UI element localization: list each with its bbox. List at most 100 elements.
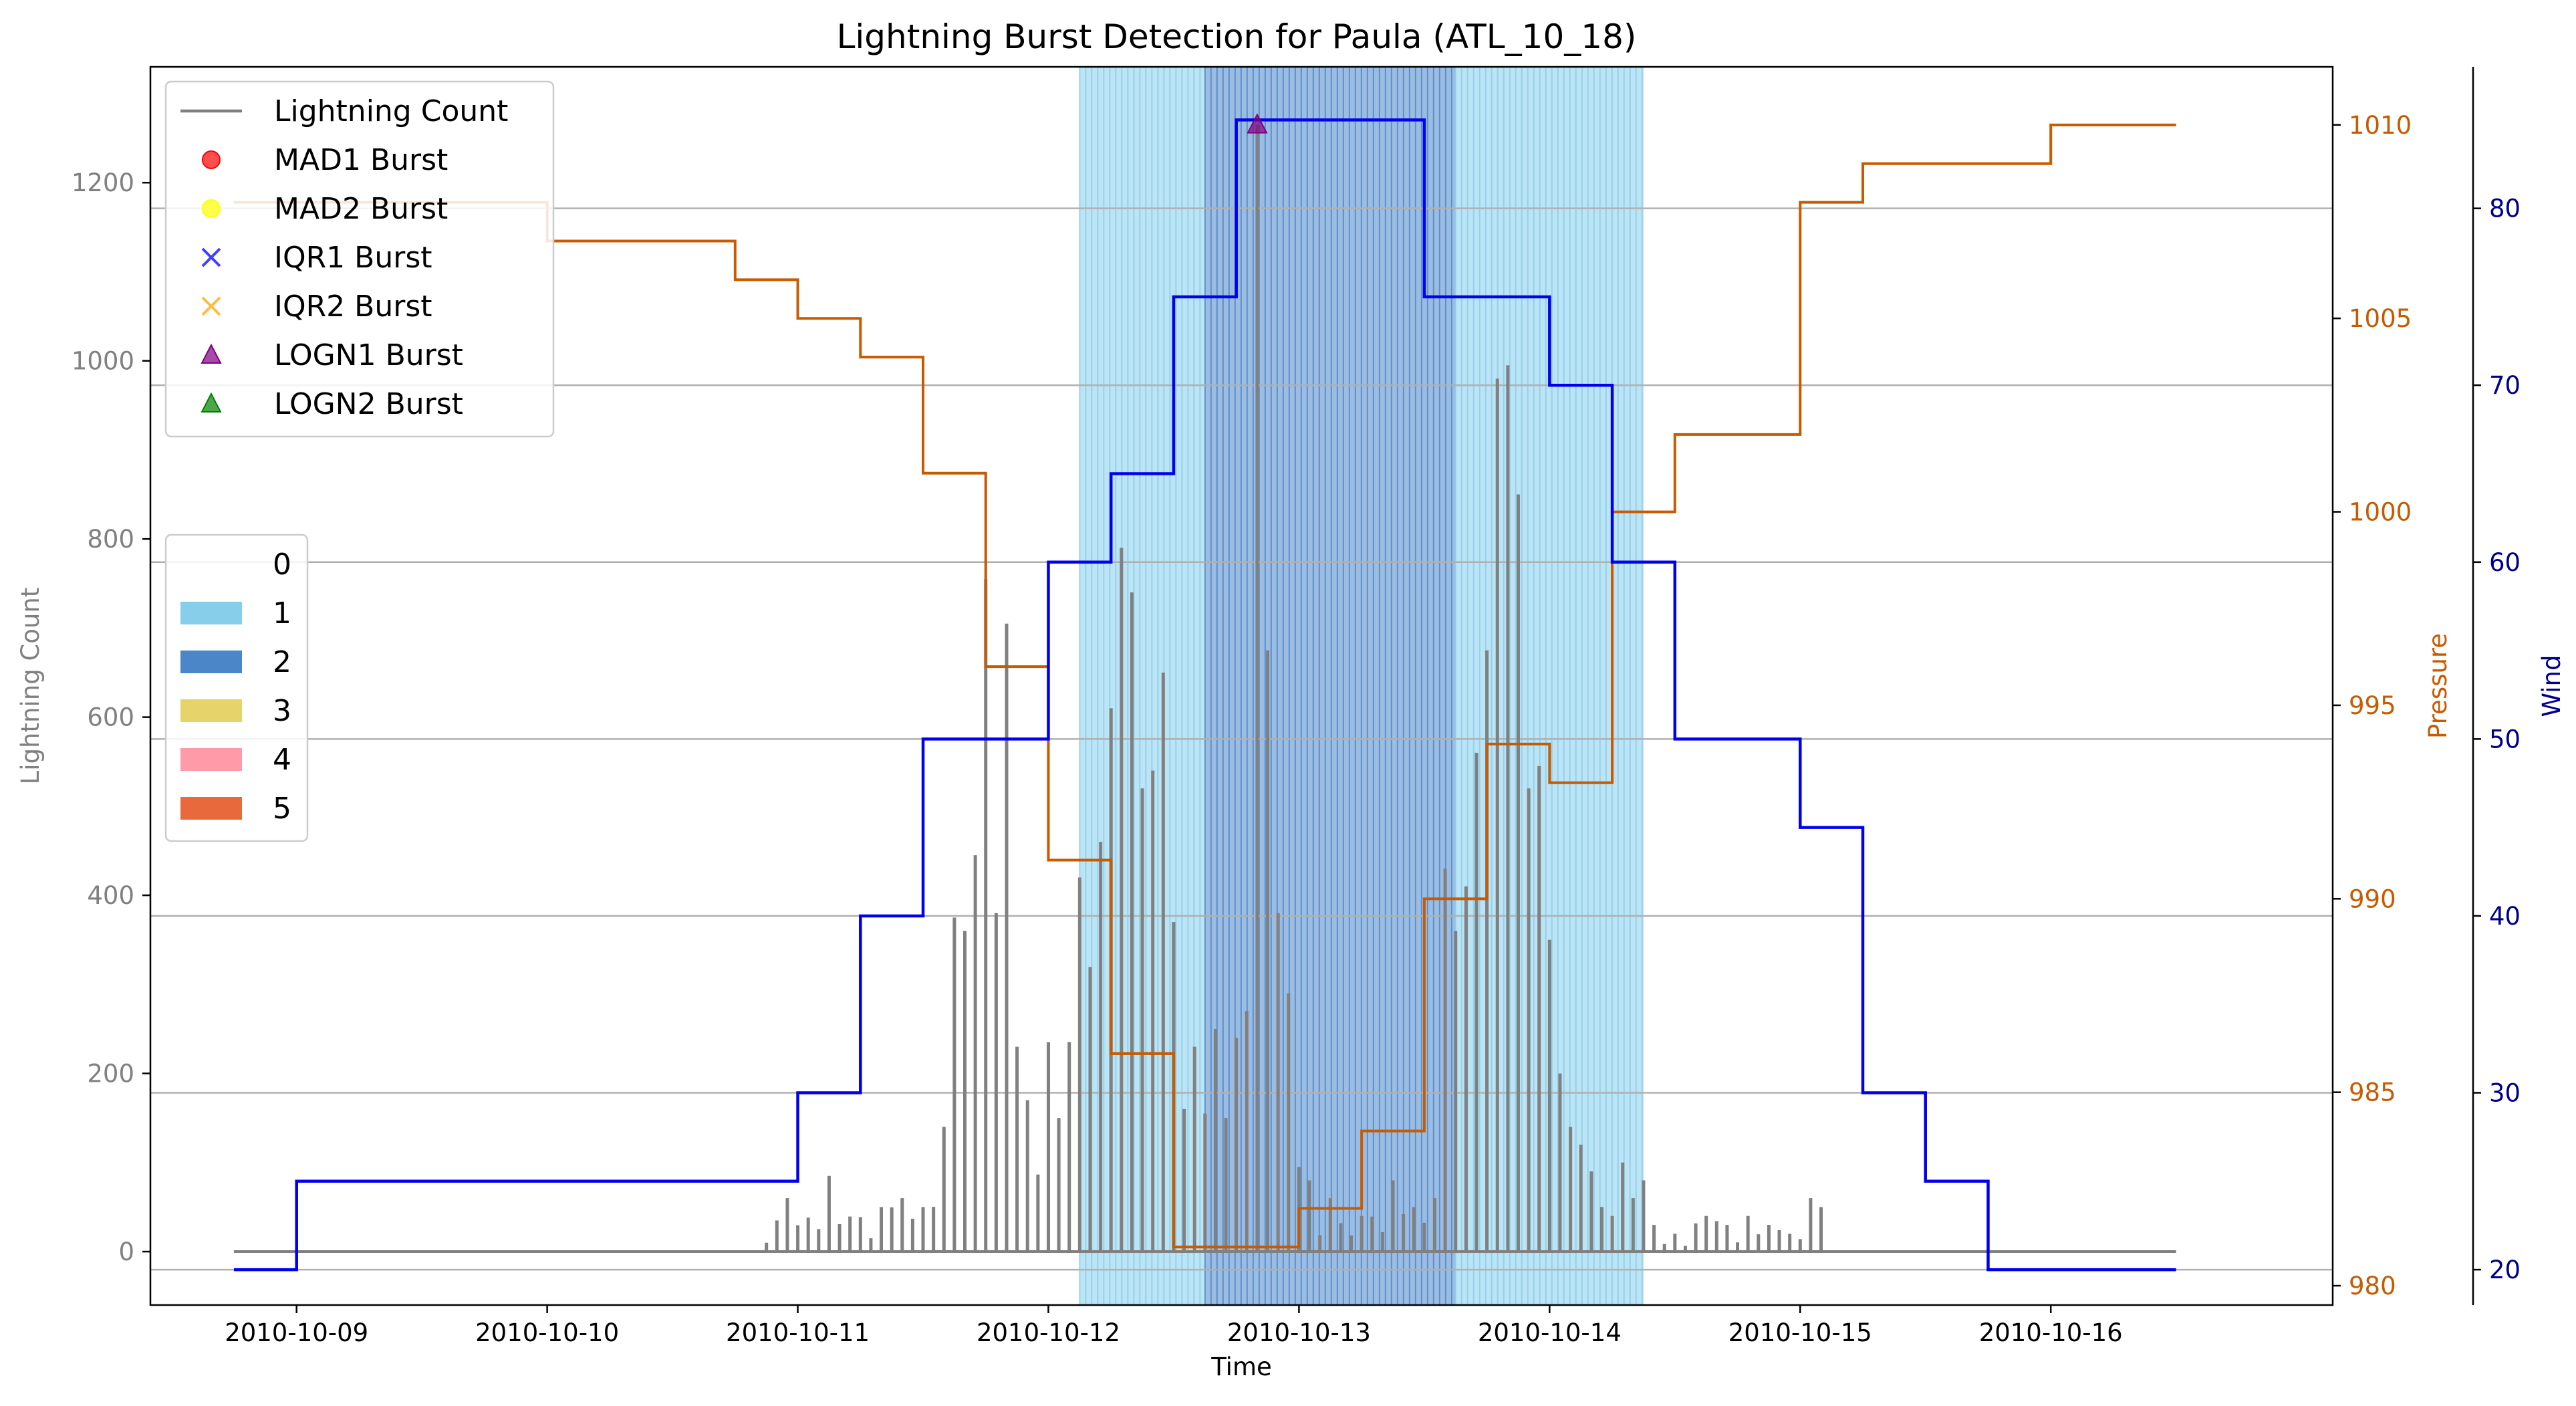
pressure-series-line: [233, 123, 2176, 1249]
legend-x-swatch: [201, 247, 221, 267]
lightning-bar: [1182, 1108, 1186, 1252]
lightning-bar: [1454, 931, 1458, 1252]
lightning-bar: [1203, 1113, 1207, 1252]
lightning-bar: [1579, 1145, 1583, 1252]
lightning-bar: [1224, 1118, 1228, 1252]
y-tick-label-left: 400: [87, 881, 134, 910]
lightning-bar: [806, 1217, 810, 1252]
y-tick-label-wind: 30: [2489, 1079, 2521, 1108]
lightning-bar: [1005, 623, 1009, 1252]
lightning-bar: [1683, 1246, 1687, 1252]
lightning-bar: [1380, 1232, 1384, 1252]
lightning-bar: [858, 1217, 862, 1252]
lightning-bar: [880, 1207, 884, 1252]
legend-category-label: 3: [273, 694, 291, 728]
lightning-bar: [1788, 1234, 1792, 1252]
lightning-bar: [1569, 1127, 1573, 1252]
y-tick-label-left: 800: [87, 525, 134, 554]
lightning-bar: [1464, 886, 1468, 1252]
lightning-bar: [1694, 1223, 1698, 1252]
lightning-bar: [1328, 1198, 1332, 1252]
lightning-bar: [1704, 1215, 1708, 1252]
y-tick-label-pressure: 990: [2349, 885, 2396, 913]
lightning-bar: [1767, 1225, 1771, 1252]
lightning-bar: [1036, 1174, 1040, 1252]
y-tick-label-pressure: 985: [2349, 1078, 2396, 1107]
lightning-bar: [1402, 1213, 1406, 1252]
legend-category-label: 1: [273, 596, 291, 630]
lightning-bar: [1088, 967, 1092, 1252]
x-tick-label: 2010-10-10: [475, 1318, 619, 1347]
lightning-bar: [785, 1198, 789, 1252]
legend-triangle-swatch: [201, 343, 222, 364]
legend-marker-label: IQR2 Burst: [274, 289, 432, 324]
lightning-bar: [1318, 1235, 1322, 1252]
y-tick-label-wind: 60: [2489, 548, 2521, 577]
lightning-bar: [796, 1225, 800, 1252]
legend-category-swatch: [180, 651, 242, 673]
legend-marker-label: MAD1 Burst: [274, 143, 448, 177]
lightning-bar: [1474, 752, 1478, 1252]
y-tick-label-pressure: 995: [2349, 691, 2396, 720]
y-tick-label-wind: 40: [2489, 902, 2521, 931]
y-tick-label-pressure: 1000: [2349, 498, 2412, 527]
lightning-bar: [932, 1207, 936, 1252]
lightning-bar: [1140, 788, 1144, 1252]
wind-series-line: [233, 118, 2176, 1272]
lightning-bar: [1485, 650, 1489, 1252]
lightning-bar: [1662, 1244, 1666, 1252]
lightning-bar: [1391, 1180, 1395, 1252]
legend-marker-label: LOGN1 Burst: [274, 338, 463, 372]
lightning-bar: [1631, 1198, 1635, 1252]
lightning-bar: [890, 1207, 894, 1252]
lightning-bar: [1558, 1073, 1562, 1252]
lightning-bar: [984, 579, 988, 1252]
y-tick-label-wind: 80: [2489, 195, 2521, 223]
lightning-bar: [1235, 1038, 1239, 1252]
lightning-bar: [1339, 1223, 1343, 1252]
x-tick-label: 2010-10-12: [977, 1318, 1120, 1347]
lightning-bar: [963, 931, 967, 1252]
legend-circle-swatch: [202, 199, 221, 218]
lightning-bar: [1057, 1118, 1061, 1252]
lightning-bar: [1015, 1046, 1019, 1252]
y-tick-label-wind: 20: [2489, 1256, 2521, 1284]
chart-title: Lightning Burst Detection for Paula (ATL…: [837, 17, 1637, 56]
x-axis-label: Time: [1210, 1353, 1272, 1381]
y-axis-label-lightning: Lightning Count: [16, 588, 45, 785]
lightning-bar: [1495, 378, 1499, 1252]
lightning-bar: [1077, 877, 1081, 1252]
lightning-bar: [1192, 1046, 1196, 1252]
y-tick-label-pressure: 1010: [2349, 111, 2412, 140]
y-axis-label-wind: Wind: [2537, 655, 2566, 717]
lightning-bar: [1046, 1042, 1050, 1252]
lightning-bar: [1213, 1028, 1217, 1252]
lightning-bar: [1412, 1207, 1416, 1252]
legend-markers-box: [164, 80, 555, 438]
lightning-bar: [1307, 1180, 1311, 1252]
lightning-bar: [1276, 913, 1280, 1252]
lightning-bar: [1067, 1042, 1071, 1252]
lightning-bar: [1516, 494, 1520, 1252]
lightning-bar: [1798, 1239, 1802, 1252]
lightning-bar: [952, 917, 956, 1252]
lightning-bar: [994, 913, 998, 1252]
lightning-bar: [817, 1229, 821, 1252]
lightning-bar: [848, 1216, 852, 1252]
lightning-bar: [1506, 365, 1510, 1252]
legend-marker-label: LOGN2 Burst: [274, 387, 463, 421]
lightning-bar: [1809, 1198, 1813, 1252]
legend-x-swatch: [201, 296, 221, 316]
category-2-shading: [1204, 67, 1456, 1305]
legend-marker-label: MAD2 Burst: [274, 192, 448, 226]
lightning-bar: [1287, 993, 1291, 1252]
lightning-bar: [1025, 1100, 1029, 1252]
lightning-bar: [1621, 1162, 1625, 1252]
legend-category-swatch: [180, 797, 242, 820]
x-tick-label: 2010-10-09: [225, 1318, 368, 1347]
lightning-bar: [1714, 1221, 1718, 1252]
lightning-bar: [1422, 1222, 1426, 1252]
lightning-bar: [1673, 1234, 1677, 1252]
legend-marker-label: Lightning Count: [274, 94, 508, 128]
lightning-bar: [1266, 650, 1270, 1252]
